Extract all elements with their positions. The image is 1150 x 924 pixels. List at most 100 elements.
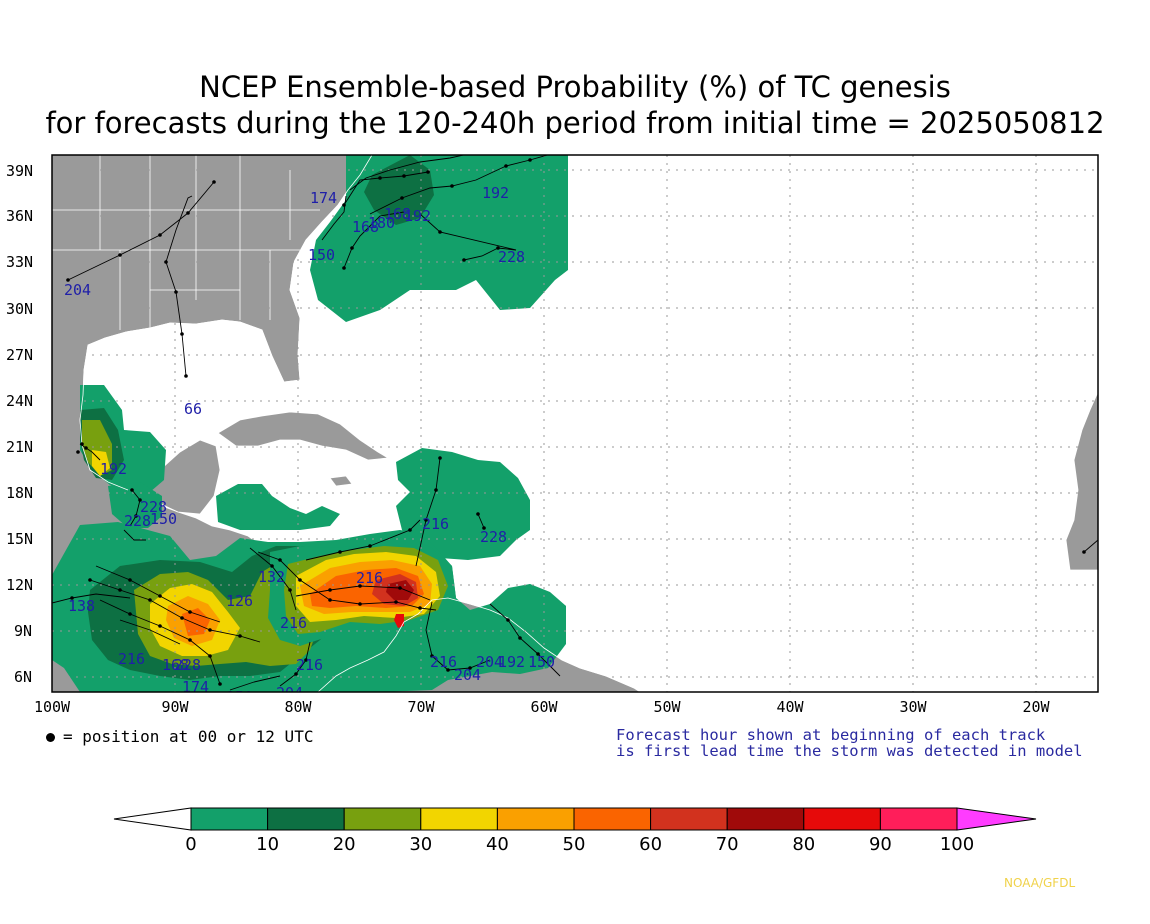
forecast-note-line1: Forecast hour shown at beginning of each… xyxy=(616,726,1046,744)
grid-lines xyxy=(52,155,1098,692)
track-label: 66 xyxy=(184,400,202,418)
track-label: 216 xyxy=(356,569,383,587)
colorbar-segment xyxy=(190,807,269,831)
position-legend-text: = position at 00 or 12 UTC xyxy=(63,727,314,746)
colorbar-segment xyxy=(420,807,498,831)
colorbar-segment xyxy=(879,807,958,831)
colorbar-segment xyxy=(267,807,345,831)
track-label: 216 xyxy=(118,650,145,668)
colorbar-label: 90 xyxy=(869,834,892,855)
track-label: 150 xyxy=(308,246,335,264)
track-label: 192 xyxy=(404,207,431,225)
lon-label: 40W xyxy=(776,698,804,716)
colorbar-segment xyxy=(726,807,805,831)
track-label: 168 xyxy=(384,205,411,223)
track-label: 216 xyxy=(296,656,323,674)
lat-label: 21N xyxy=(6,438,33,456)
colorbar-label: 60 xyxy=(639,834,662,855)
lon-label: 60W xyxy=(530,698,558,716)
track-label: 204 xyxy=(454,666,481,684)
africa-land xyxy=(1065,391,1098,571)
colorbar-label: 0 xyxy=(185,834,196,855)
lon-label: 50W xyxy=(653,698,681,716)
track-label: 228 xyxy=(174,656,201,674)
colorbar-boxes xyxy=(190,807,958,831)
track-label: 150 xyxy=(528,653,555,671)
colorbar-label: 20 xyxy=(333,834,356,855)
colorbar-segment xyxy=(573,807,652,831)
lon-labels: 100W 90W 80W 70W 60W 50W 40W 30W 20W xyxy=(34,698,1051,716)
track-label: 168 xyxy=(352,218,379,236)
lat-label: 12N xyxy=(6,576,33,594)
track-label: 174 xyxy=(182,678,209,696)
map-title-line2: for forecasts during the 120-240h period… xyxy=(45,106,1105,140)
colorbar-segment xyxy=(803,807,881,831)
colorbar-over-arrow xyxy=(956,807,1037,831)
track-label: 138 xyxy=(68,597,95,615)
colorbar-labels: 0 10 20 30 40 50 60 70 80 90 100 xyxy=(185,834,974,855)
colorbar: 0 10 20 30 40 50 60 70 80 90 100 xyxy=(113,807,1037,855)
colorbar-label: 70 xyxy=(716,834,739,855)
track-label: 228 xyxy=(498,248,525,266)
track-label: 150 xyxy=(226,688,253,706)
state-borders xyxy=(52,155,320,330)
colorbar-label: 100 xyxy=(940,834,974,855)
track-label: 204 xyxy=(64,281,91,299)
track-label-group: 204 174 168 180 168 192 192 150 228 66 1… xyxy=(64,184,555,706)
lon-label: 80W xyxy=(284,698,312,716)
colorbar-label: 30 xyxy=(409,834,432,855)
lon-label: 100W xyxy=(34,698,71,716)
lat-label: 6N xyxy=(14,668,32,686)
lat-label: 9N xyxy=(14,622,32,640)
lon-label: 70W xyxy=(407,698,435,716)
track-label: 180 xyxy=(368,214,395,232)
forecast-hour-note: Forecast hour shown at beginning of each… xyxy=(616,727,1083,759)
lat-label: 39N xyxy=(6,162,33,180)
lat-label: 27N xyxy=(6,346,33,364)
track-label: 192 xyxy=(498,653,525,671)
colorbar-label: 50 xyxy=(563,834,586,855)
track-label: 174 xyxy=(310,189,337,207)
shade-70-80-central-carib xyxy=(386,580,414,600)
track-label: 228 xyxy=(140,498,167,516)
map-title-line1: NCEP Ensemble-based Probability (%) of T… xyxy=(199,70,951,104)
colorbar-segment xyxy=(650,807,728,831)
lat-label: 15N xyxy=(6,530,33,548)
colorbar-segment xyxy=(496,807,575,831)
track-label: 204 xyxy=(476,653,503,671)
lat-label: 18N xyxy=(6,484,33,502)
shade-50-60-south xyxy=(182,608,210,636)
track-label: 132 xyxy=(258,568,285,586)
colorbar-segment xyxy=(343,807,422,831)
position-dot-icon xyxy=(46,733,55,742)
shade-0-10-caribbean-north xyxy=(396,448,530,560)
track-label: 150 xyxy=(150,510,177,528)
lon-label: 90W xyxy=(161,698,189,716)
colorbar-label: 80 xyxy=(792,834,815,855)
lat-label: 33N xyxy=(6,253,33,271)
forecast-note-line2: is first lead time the storm was detecte… xyxy=(616,742,1083,760)
track-label: 216 xyxy=(422,515,449,533)
position-legend: = position at 00 or 12 UTC xyxy=(46,727,313,746)
track-label: 216 xyxy=(430,653,457,671)
colorbar-label: 40 xyxy=(486,834,509,855)
lat-label: 24N xyxy=(6,392,33,410)
lat-labels: 6N 9N 12N 15N 18N 21N 24N 27N 30N 33N 36… xyxy=(6,162,33,686)
track-label: 168 xyxy=(162,656,189,674)
track-positions xyxy=(66,158,1086,686)
cuba-land xyxy=(217,411,390,461)
coastlines xyxy=(79,155,635,692)
track-label: 228 xyxy=(480,528,507,546)
track-label: 204 xyxy=(276,684,303,702)
track-label: 192 xyxy=(482,184,509,202)
track-label: 216 xyxy=(280,614,307,632)
lon-label: 20W xyxy=(1022,698,1050,716)
shade-0-10-mid xyxy=(216,484,340,530)
map-frame xyxy=(51,154,1099,693)
lon-label: 30W xyxy=(899,698,927,716)
track-label: 192 xyxy=(100,460,127,478)
credit-text: NOAA/GFDL xyxy=(1004,876,1076,890)
lat-label: 30N xyxy=(6,300,33,318)
track-label: 126 xyxy=(226,592,253,610)
